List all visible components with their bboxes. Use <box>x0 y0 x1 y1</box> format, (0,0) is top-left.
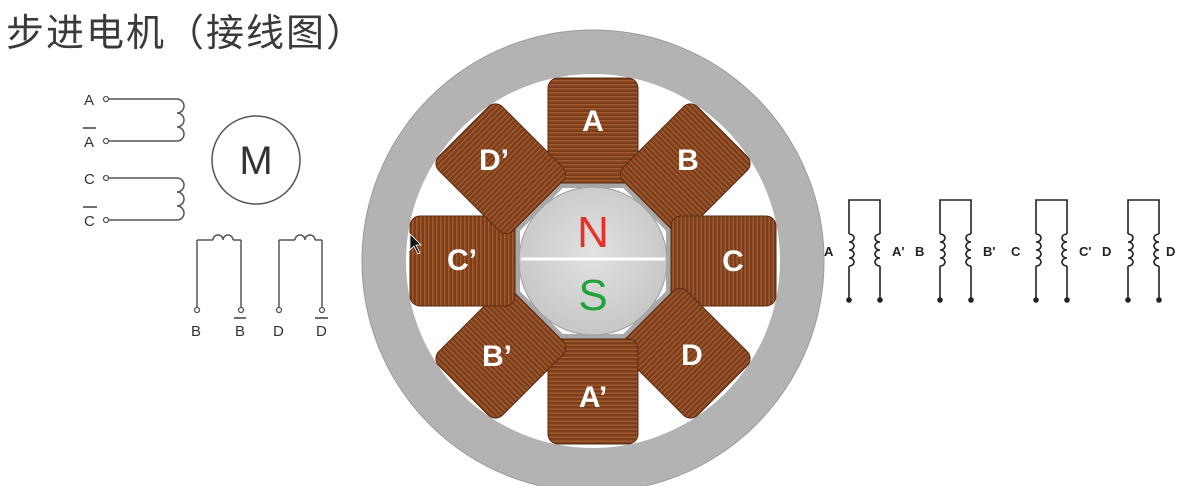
coil-label-b-prime: B' <box>983 244 995 259</box>
coil-label-c-prime: C' <box>1079 244 1091 259</box>
pole-label-c: C <box>722 245 744 278</box>
terminal-d-label: D <box>273 323 284 340</box>
left-schematic <box>106 98 323 308</box>
coil-label-a: A <box>824 244 834 259</box>
coil-label-d: D <box>1102 244 1111 259</box>
coil-label-b: B <box>915 244 924 259</box>
coil-b-prime <box>435 287 567 419</box>
pole-label-b: B <box>677 144 699 177</box>
right-coil-terminals <box>846 297 1162 303</box>
rotor-south-label: S <box>578 271 607 320</box>
terminal-a-label: A <box>84 92 94 109</box>
right-coil-diagram <box>848 199 1160 300</box>
pole-label-a: A <box>582 105 604 138</box>
pole-label-d-prime: D’ <box>479 144 509 177</box>
motor-symbol-circle <box>211 115 301 205</box>
page-title: 步进电机（接线图） <box>6 11 367 55</box>
left-terminals <box>102 95 326 314</box>
pole-label-b-prime: B’ <box>482 340 512 373</box>
pole-label-a-prime: A’ <box>579 381 607 414</box>
rotor-north-label: N <box>577 208 609 257</box>
coil-c-prime <box>409 215 516 307</box>
terminal-b-label: B <box>191 323 201 340</box>
overbars <box>83 127 328 319</box>
pole-label-c-prime: C’ <box>447 244 477 277</box>
coil-d <box>619 287 751 419</box>
motor-symbol-label: M <box>239 139 272 183</box>
mouse-cursor-icon <box>409 233 422 255</box>
coil-label-d-prime: D <box>1166 244 1175 259</box>
terminal-c-label: C <box>84 171 95 188</box>
rotor <box>518 186 668 336</box>
stepper-motor: A B C D A’ B’ C’ D’ N S <box>361 29 825 486</box>
terminal-c-bar-label: C <box>84 213 95 230</box>
coil-c <box>670 215 777 307</box>
coil-d-prime <box>435 103 567 235</box>
coil-label-a-prime: A' <box>892 244 904 259</box>
terminal-a-bar-label: A <box>84 134 94 151</box>
pole-label-d: D <box>681 339 703 372</box>
coil-a <box>547 77 639 184</box>
terminal-d-bar-label: D <box>316 323 327 340</box>
coil-label-c: C <box>1011 244 1021 259</box>
coil-b <box>619 103 751 235</box>
terminal-b-bar-label: B <box>235 323 245 340</box>
coil-a-prime <box>547 338 639 445</box>
